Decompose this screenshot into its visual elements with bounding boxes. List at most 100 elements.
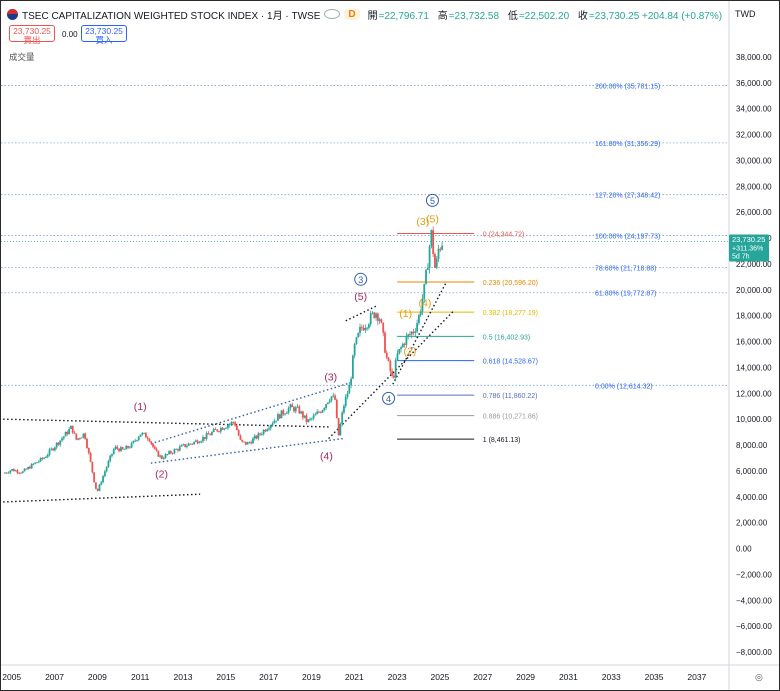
candle-body: [419, 311, 422, 316]
candle: [102, 474, 104, 484]
candle: [71, 425, 74, 434]
sell-button[interactable]: 23,730.25 賣出: [9, 25, 55, 44]
delay-badge[interactable]: D: [344, 8, 360, 20]
y-tick-label: 2,000.00: [736, 519, 768, 528]
candle: [359, 323, 361, 337]
candle-body: [128, 447, 131, 449]
y-tick-label: 18,000.00: [736, 312, 772, 321]
candle: [343, 404, 345, 415]
symbol-header[interactable]: TSEC CAPITALIZATION WEIGHTED STOCK INDEX…: [7, 6, 728, 22]
candle-body: [348, 385, 351, 394]
candle-body: [243, 441, 245, 443]
candle: [25, 468, 28, 470]
candle-body: [373, 312, 376, 318]
candle-body: [376, 313, 379, 321]
candle: [166, 453, 169, 456]
y-tick-label: 6,000.00: [736, 467, 768, 476]
buy-button[interactable]: 23,730.25 買入: [81, 25, 127, 45]
y-tick-label: −2,000.00: [736, 570, 772, 579]
candle-body: [86, 439, 88, 449]
candle-body: [14, 470, 17, 472]
candle-body: [146, 437, 149, 439]
candle-body: [380, 319, 383, 323]
candle: [269, 424, 272, 431]
y-tick-label: 16,000.00: [736, 338, 772, 347]
candle: [335, 398, 338, 419]
eye-icon[interactable]: [324, 9, 341, 19]
candle-body: [425, 270, 427, 284]
candle: [341, 410, 344, 427]
candle: [407, 333, 410, 340]
candle-body: [186, 445, 188, 447]
candle-body: [82, 433, 85, 438]
currency-label[interactable]: TWD: [735, 9, 756, 19]
candle-body: [417, 315, 420, 324]
candle: [109, 454, 112, 463]
candle: [66, 430, 69, 436]
candle: [344, 394, 347, 409]
candle-body: [93, 472, 96, 483]
candle-body: [310, 418, 313, 420]
buy-label: 買入: [95, 34, 113, 45]
candle: [93, 472, 96, 483]
candle: [273, 418, 276, 424]
volume-label[interactable]: 成交量: [9, 52, 35, 62]
candle-body: [412, 331, 415, 333]
candle: [212, 427, 215, 433]
candle-body: [346, 393, 349, 398]
candle-body: [305, 415, 308, 422]
candle-body: [273, 420, 276, 424]
candle-body: [211, 431, 213, 435]
wave-label: (1): [399, 308, 412, 320]
fib-ret-label: 0.382 (18,277.19): [483, 310, 538, 317]
high-key: 高: [437, 10, 448, 22]
candle: [20, 472, 22, 474]
candle-body: [312, 415, 315, 419]
candle: [303, 415, 306, 419]
candle: [103, 469, 106, 478]
candle-body: [262, 429, 265, 435]
settings-icon: ◎: [755, 672, 763, 682]
candle: [39, 457, 42, 463]
candle-body: [318, 411, 320, 413]
candle: [252, 436, 254, 444]
candle: [214, 427, 217, 430]
candle: [155, 447, 158, 452]
ohlc-values: 開=22,796.71 高=23,732.58 低=22,502.20 收=23…: [368, 7, 729, 22]
candle-body: [73, 432, 76, 434]
candle: [120, 445, 122, 452]
candle: [227, 424, 229, 430]
trendline: [3, 418, 329, 428]
candle-body: [266, 429, 269, 432]
candle: [84, 432, 87, 440]
x-tick-label: 2011: [131, 672, 150, 682]
candle: [159, 454, 162, 459]
candle: [203, 437, 206, 441]
candle: [400, 345, 402, 353]
candle-body: [250, 442, 253, 444]
price-tag: [729, 234, 769, 262]
open-value: =22,796.71: [378, 10, 429, 22]
candle: [37, 460, 40, 464]
candle: [91, 461, 94, 474]
candle: [180, 444, 183, 447]
candle: [405, 332, 408, 348]
candle-body: [321, 410, 324, 413]
candle-body: [177, 449, 179, 451]
y-tick-label: 10,000.00: [736, 415, 772, 424]
candle: [318, 410, 320, 414]
candle: [186, 443, 188, 449]
candle: [45, 455, 47, 459]
candle: [211, 431, 213, 436]
candle-body: [300, 411, 303, 414]
candle: [439, 247, 442, 252]
candle-body: [23, 468, 26, 472]
candle: [416, 319, 419, 334]
candle: [130, 441, 133, 449]
candle-body: [416, 323, 419, 332]
candle: [221, 426, 224, 430]
candle: [23, 468, 26, 472]
candle: [264, 428, 267, 433]
candle-body: [275, 420, 278, 422]
